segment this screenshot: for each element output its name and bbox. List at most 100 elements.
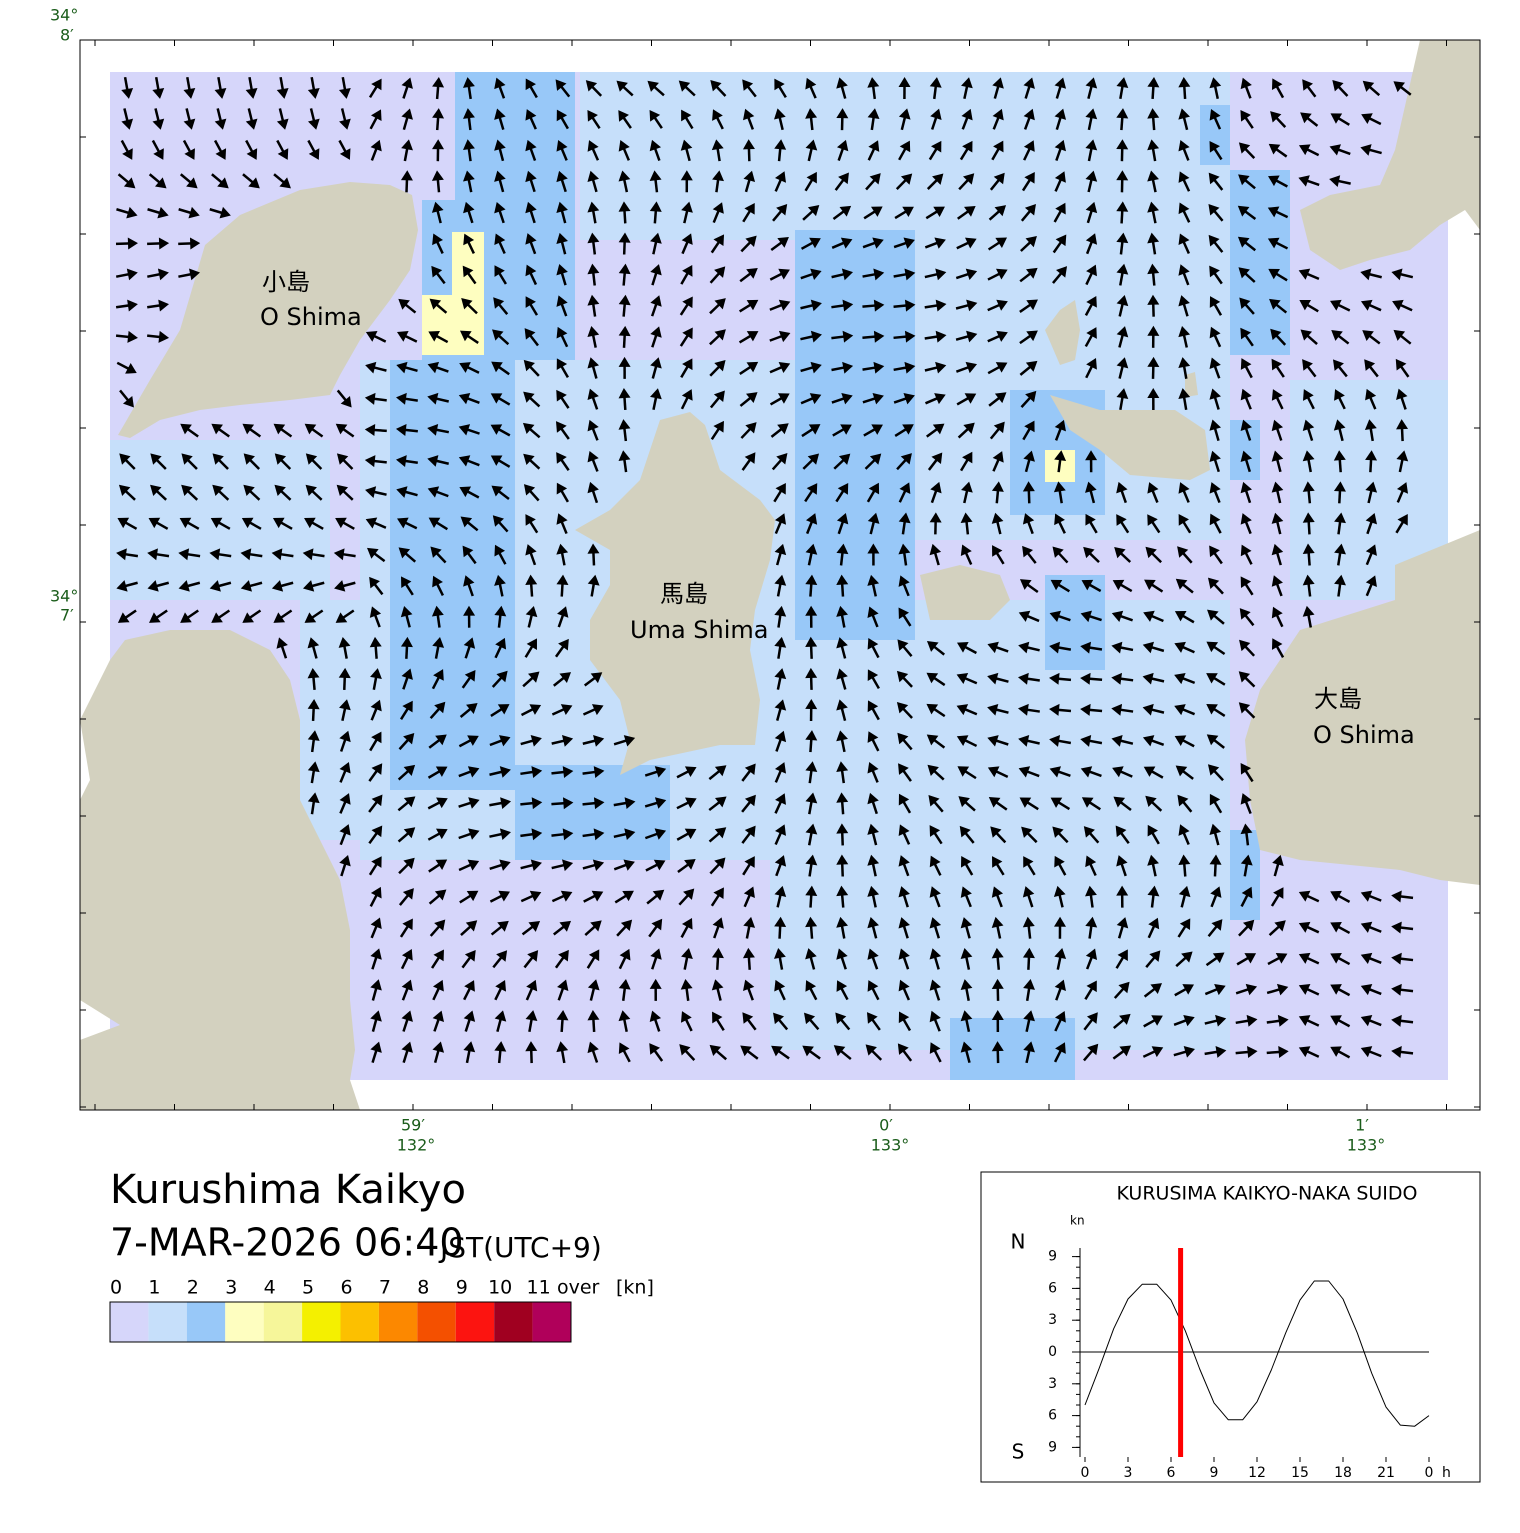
arrow-shaft	[1119, 645, 1134, 652]
current-arrow	[835, 1012, 851, 1031]
arrow-head	[1049, 703, 1060, 716]
arrow-shaft	[405, 644, 409, 659]
current-arrow	[370, 979, 382, 1001]
current-arrow	[118, 484, 136, 501]
arrow-head	[778, 268, 790, 280]
arrow-head	[157, 206, 169, 219]
arrow-shaft	[520, 863, 535, 870]
arrow-shaft	[520, 801, 535, 806]
colorbar-label: 9	[456, 1277, 468, 1299]
current-arrow	[867, 669, 880, 690]
arrow-shaft	[902, 893, 909, 908]
arrow-shaft	[1267, 956, 1281, 966]
arrow-head	[1147, 108, 1160, 119]
arrow-head	[1023, 856, 1034, 868]
arrow-shaft	[840, 924, 846, 939]
arrow-head	[987, 672, 999, 685]
current-arrow	[958, 796, 976, 812]
arrow-head	[183, 87, 196, 99]
current-arrow	[774, 605, 787, 628]
arrow-shaft	[528, 84, 538, 99]
arrow-shaft	[995, 520, 1002, 535]
current-arrow	[618, 140, 630, 161]
current-arrow	[618, 170, 631, 193]
arrow-head	[338, 667, 351, 679]
current-arrow	[1054, 855, 1067, 876]
arrow-shaft	[901, 769, 912, 782]
arrow-shaft	[774, 520, 783, 535]
current-arrow	[1207, 577, 1224, 595]
current-arrow	[429, 298, 448, 314]
arrow-head	[526, 979, 538, 992]
current-arrow	[1298, 921, 1320, 934]
arrow-head	[1334, 574, 1346, 586]
arrow-head	[678, 80, 691, 92]
arrow-shaft	[963, 645, 977, 655]
arrow-shaft	[248, 552, 263, 558]
arrow-head	[243, 453, 255, 465]
arrow-head	[240, 548, 252, 561]
current-arrow	[1147, 482, 1159, 503]
arrow-head	[431, 170, 444, 181]
arrow-shaft	[1210, 893, 1218, 908]
arrow-shaft	[497, 302, 509, 315]
arrow-head	[1302, 359, 1313, 371]
arrow-head	[1178, 233, 1190, 246]
color-box	[532, 1302, 571, 1342]
current-arrow	[831, 330, 854, 343]
current-arrow	[1270, 328, 1287, 346]
arrow-head	[122, 148, 133, 160]
current-arrow	[461, 950, 476, 969]
current-arrow	[365, 330, 387, 343]
current-arrow	[1235, 1014, 1258, 1027]
arrow-head	[307, 699, 320, 710]
current-arrow	[929, 1042, 942, 1063]
arrow-head	[836, 543, 849, 555]
arrow-shaft	[560, 1048, 566, 1064]
current-arrow	[743, 170, 756, 193]
current-arrow	[773, 1012, 789, 1031]
current-arrow	[836, 948, 848, 970]
arrow-shaft	[901, 675, 913, 688]
arrow-head	[531, 828, 543, 841]
arrow-head	[1360, 1015, 1373, 1027]
arrow-head	[618, 1042, 630, 1054]
arrow-head	[774, 574, 787, 586]
current-arrow	[680, 265, 693, 285]
arrow-head	[525, 514, 536, 526]
current-arrow	[708, 796, 727, 812]
arrow-head	[494, 201, 506, 214]
arrow-shaft	[217, 458, 229, 470]
arrow-head	[243, 484, 255, 497]
arrow-shaft	[1243, 240, 1257, 252]
arrow-shaft	[590, 582, 596, 597]
color-box	[417, 1302, 456, 1342]
arrow-shaft	[1056, 739, 1072, 745]
arrow-shaft	[676, 831, 691, 841]
current-arrow	[1206, 673, 1226, 686]
current-arrow	[897, 639, 913, 658]
arrow-head	[217, 177, 229, 189]
current-arrow	[582, 735, 605, 747]
current-arrow	[894, 206, 914, 220]
current-arrow	[494, 265, 507, 285]
arrow-head	[302, 548, 314, 561]
arrow-head	[1272, 854, 1284, 867]
arrow-head	[555, 421, 567, 433]
current-arrow	[926, 640, 945, 656]
current-arrow	[432, 636, 445, 659]
arrow-head	[650, 295, 662, 307]
current-arrow	[338, 636, 351, 659]
lon-min: 0′	[879, 1116, 893, 1135]
arrow-shaft	[613, 801, 628, 807]
arrow-head	[931, 452, 943, 465]
arrow-shaft	[560, 178, 567, 193]
arrow-head	[158, 330, 170, 343]
arrow-shaft	[623, 395, 627, 411]
arrow-head	[714, 857, 726, 869]
current-arrow	[490, 393, 511, 406]
current-arrow	[556, 170, 568, 193]
current-arrow	[427, 486, 449, 498]
arrow-head	[1330, 299, 1342, 311]
arrow-head	[527, 950, 539, 962]
